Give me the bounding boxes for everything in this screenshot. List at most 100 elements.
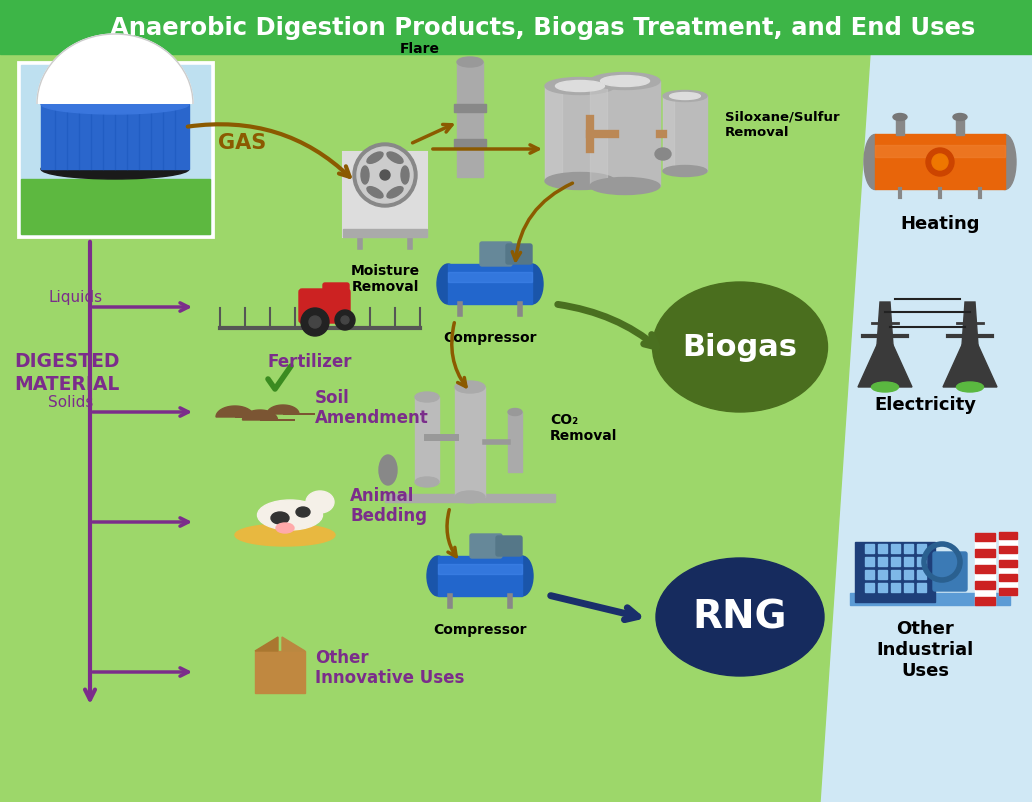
Ellipse shape: [427, 557, 449, 596]
Circle shape: [309, 317, 321, 329]
Bar: [975, 549, 995, 557]
Bar: [590, 82, 607, 187]
Bar: [999, 561, 1017, 567]
Ellipse shape: [953, 115, 967, 121]
Bar: [917, 557, 926, 566]
Ellipse shape: [652, 282, 828, 412]
Text: Moisture
Removal: Moisture Removal: [351, 264, 420, 294]
Circle shape: [341, 317, 349, 325]
Bar: [415, 398, 439, 482]
Ellipse shape: [511, 557, 533, 596]
Text: Anaerobic Digestion Products, Biogas Treatment, and End Uses: Anaerobic Digestion Products, Biogas Tre…: [110, 16, 975, 40]
Ellipse shape: [387, 188, 404, 199]
Ellipse shape: [367, 188, 383, 199]
Bar: [18, 63, 213, 237]
Bar: [975, 535, 995, 606]
Ellipse shape: [41, 160, 189, 180]
Ellipse shape: [401, 167, 409, 184]
Text: Fertilizer: Fertilizer: [267, 353, 352, 371]
Ellipse shape: [41, 95, 189, 115]
Bar: [999, 533, 1017, 539]
Bar: [438, 565, 522, 574]
Bar: [975, 533, 995, 541]
Polygon shape: [877, 302, 893, 346]
Bar: [891, 583, 900, 592]
Text: GAS: GAS: [218, 133, 266, 153]
Bar: [896, 118, 904, 136]
Ellipse shape: [957, 383, 983, 392]
Circle shape: [380, 171, 390, 180]
Bar: [850, 593, 1010, 606]
Bar: [448, 273, 533, 282]
Ellipse shape: [670, 93, 701, 100]
Ellipse shape: [415, 392, 439, 403]
FancyBboxPatch shape: [323, 284, 349, 308]
Bar: [878, 570, 886, 579]
Ellipse shape: [361, 167, 369, 184]
Bar: [438, 557, 522, 596]
Bar: [455, 387, 485, 497]
Circle shape: [932, 155, 948, 171]
FancyBboxPatch shape: [496, 537, 522, 557]
FancyBboxPatch shape: [470, 534, 502, 558]
Text: Siloxane/Sulfur
Removal: Siloxane/Sulfur Removal: [725, 111, 840, 139]
Ellipse shape: [508, 409, 522, 416]
Bar: [956, 118, 964, 136]
Bar: [917, 570, 926, 579]
Circle shape: [335, 310, 355, 330]
Bar: [454, 105, 486, 113]
Text: Solids: Solids: [49, 395, 93, 410]
Bar: [865, 583, 874, 592]
Ellipse shape: [601, 76, 649, 87]
Ellipse shape: [258, 500, 323, 530]
Ellipse shape: [590, 178, 660, 195]
Bar: [343, 229, 427, 237]
Bar: [875, 146, 1005, 158]
Bar: [663, 97, 707, 172]
Text: Animal
Bedding: Animal Bedding: [350, 486, 427, 525]
Text: Other
Industrial
Uses: Other Industrial Uses: [876, 619, 973, 678]
Bar: [21, 180, 209, 235]
Polygon shape: [216, 407, 273, 418]
Text: Heating: Heating: [900, 215, 979, 233]
Text: Biogas: Biogas: [682, 333, 798, 362]
Bar: [385, 494, 555, 502]
Circle shape: [353, 144, 417, 208]
Bar: [904, 557, 913, 566]
Ellipse shape: [590, 74, 660, 91]
Circle shape: [926, 149, 954, 176]
Text: Compressor: Compressor: [433, 622, 526, 636]
Bar: [878, 557, 886, 566]
Text: Compressor: Compressor: [444, 330, 537, 345]
Bar: [854, 542, 935, 602]
Bar: [865, 557, 874, 566]
Bar: [975, 581, 995, 589]
Circle shape: [357, 148, 413, 204]
Bar: [904, 583, 913, 592]
Ellipse shape: [864, 136, 886, 190]
FancyBboxPatch shape: [299, 290, 350, 323]
Ellipse shape: [387, 153, 404, 164]
Ellipse shape: [455, 382, 485, 394]
Bar: [21, 66, 209, 235]
Text: Soil
Amendment: Soil Amendment: [315, 388, 428, 427]
Bar: [878, 583, 886, 592]
Bar: [904, 570, 913, 579]
Bar: [41, 105, 189, 170]
Bar: [865, 570, 874, 579]
Bar: [343, 153, 427, 237]
Ellipse shape: [655, 149, 671, 160]
Ellipse shape: [296, 508, 310, 517]
Ellipse shape: [663, 91, 707, 103]
Bar: [891, 545, 900, 553]
Ellipse shape: [545, 173, 615, 190]
Ellipse shape: [379, 456, 397, 485]
Bar: [917, 545, 926, 553]
Bar: [454, 140, 486, 148]
Ellipse shape: [893, 115, 907, 121]
Bar: [0, 0, 1032, 55]
Ellipse shape: [663, 166, 707, 177]
Bar: [457, 63, 483, 178]
Text: DIGESTED
MATERIAL: DIGESTED MATERIAL: [14, 351, 120, 394]
Bar: [999, 535, 1017, 595]
